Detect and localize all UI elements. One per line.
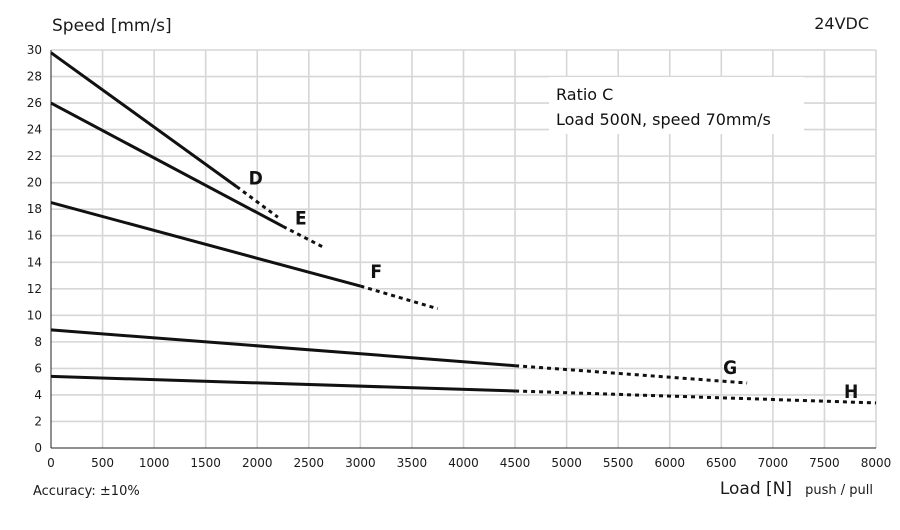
x-axis-title-main: Load [N] [720,479,792,499]
series-h-dashed-line [515,389,877,405]
series-d-dashed-line [235,185,279,219]
voltage-label: 24VDC [814,14,869,33]
series-g-label: G [723,357,737,379]
y-tick-label: 18 [27,202,42,216]
series-h-line [50,374,516,393]
y-tick-label: 6 [34,361,42,375]
y-tick-label: 4 [34,388,42,402]
x-tick-label: 6000 [654,456,685,470]
x-tick-label: 7500 [809,456,840,470]
series-g-dashed-line [514,364,748,385]
y-tick-label: 14 [27,255,42,269]
x-tick-label: 3500 [397,456,428,470]
y-tick-label: 20 [27,176,42,190]
x-tick-label: 6500 [706,456,737,470]
y-tick-label: 24 [27,123,42,137]
series-e-label: E [295,207,307,229]
y-tick-label: 16 [27,229,42,243]
y-tick-label: 10 [27,308,42,322]
x-tick-label: 7000 [758,456,789,470]
series-d-line [50,51,238,188]
info-box-line-2: Load 500N, speed 70mm/s [556,110,771,129]
x-tick-label: 5500 [603,456,634,470]
series-f-line [50,201,361,288]
tick-labels: 0 500 1000 1500 2000 2500 3000 3500 4000 4500 5000… [27,43,892,470]
series-d-label: D [249,168,263,190]
x-tick-label: 1500 [190,456,221,470]
series-f-label: F [370,261,382,283]
info-box-background [549,77,804,134]
series-e-line [50,101,284,228]
series-g-line [50,328,516,368]
y-tick-label: 12 [27,282,42,296]
accuracy-note: Accuracy: ±10% [33,484,140,499]
x-tick-label: 1000 [139,456,170,470]
y-tick-label: 28 [27,70,42,84]
x-axis-title-suffix: push / pull [805,483,873,498]
y-tick-label: 30 [27,43,42,57]
x-tick-label: 3000 [345,456,376,470]
series-e-dashed-line [282,225,325,250]
x-tick-label: 2000 [242,456,273,470]
x-axis-title: Load [N] push / pull [720,479,873,499]
series-group [50,51,877,405]
x-tick-label: 500 [91,456,114,470]
y-tick-label: 8 [34,335,42,349]
y-tick-label: 0 [34,441,42,455]
x-tick-label: 0 [47,456,55,470]
x-tick-label: 5000 [551,456,582,470]
y-tick-label: 26 [27,96,42,110]
x-tick-label: 2500 [294,456,325,470]
y-tick-label: 2 [34,414,42,428]
x-tick-label: 4000 [448,456,479,470]
x-tick-label: 8000 [861,456,892,470]
y-axis-title: Speed [mm/s] [52,16,172,36]
y-tick-label: 22 [27,149,42,163]
series-h-label: H [844,381,858,403]
info-box-line-1: Ratio C [556,85,613,104]
x-tick-label: 4500 [500,456,531,470]
series-f-dashed-line [359,284,439,311]
series-labels: D E F G H [249,168,859,403]
